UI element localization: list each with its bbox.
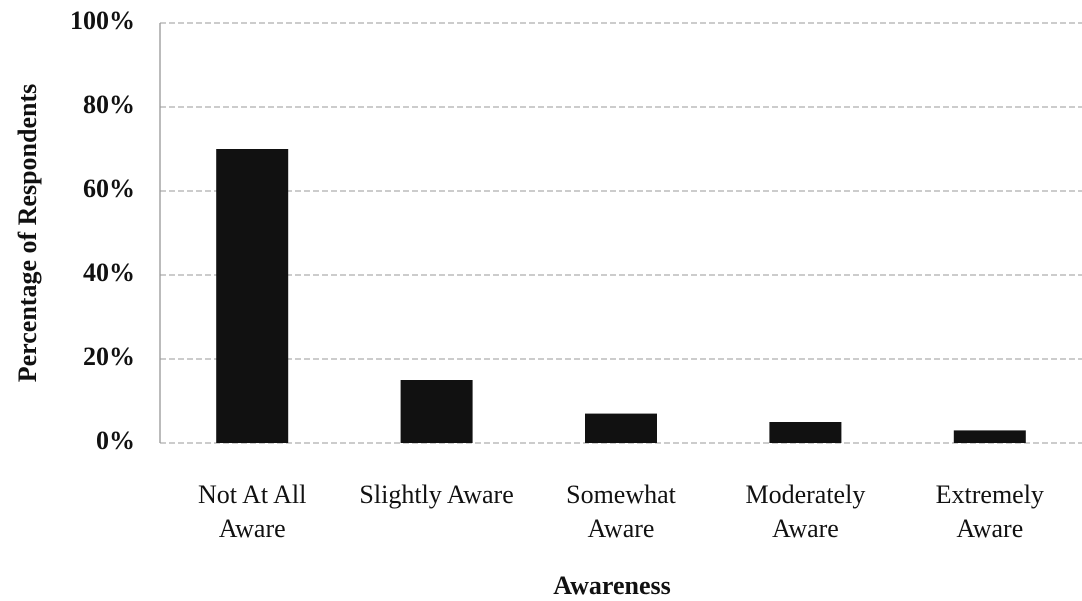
x-tick-label: Slightly Aware [359,480,514,509]
y-tick-label: 60% [83,174,135,203]
x-axis-title: Awareness [553,571,670,600]
y-tick-label: 40% [83,258,135,287]
y-tick-label: 80% [83,90,135,119]
x-tick-label: Moderately Aware [745,480,866,543]
y-tick-label: 100% [70,6,135,35]
x-tick-label: Extremely Aware [935,480,1044,543]
bar [585,413,657,443]
y-tick-label: 20% [83,342,135,371]
bar [216,149,289,443]
x-tick-label: Not At All Aware [198,480,307,543]
bar [769,422,842,443]
x-tick-label: Somewhat Aware [566,480,676,543]
y-axis-title: Percentage of Respondents [13,84,42,382]
y-tick-label: 0% [96,426,135,455]
bar [953,430,1026,443]
bar [400,380,473,443]
